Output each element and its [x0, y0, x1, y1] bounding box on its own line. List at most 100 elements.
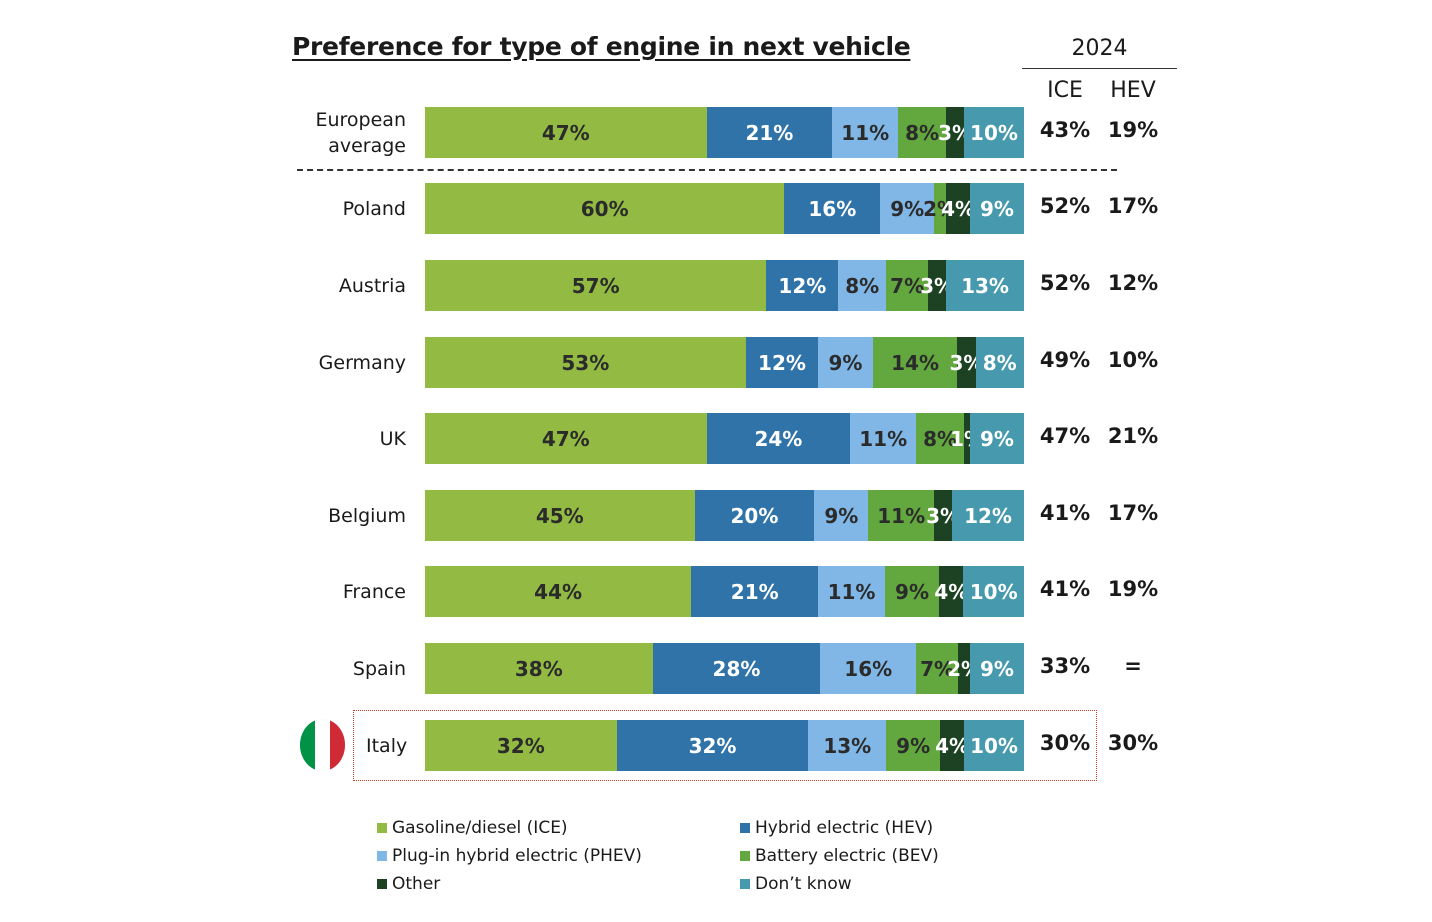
ice-2024-value: 52%	[1039, 194, 1091, 218]
bar-segment-hybrid-electric-hev: 32%	[616, 720, 809, 771]
bar-segment-battery-electric-bev: 8%	[916, 413, 965, 464]
data-label: 12%	[758, 350, 806, 375]
stacked-bar-belgium: 45% 20% 9% 11% 3% 12%	[425, 490, 1024, 541]
category-label-european-average: European average	[290, 107, 406, 159]
category-label-spain: Spain	[290, 656, 406, 682]
ice-2024-value: 41%	[1039, 501, 1091, 525]
bar-segment-hybrid-electric-hev: 24%	[706, 413, 851, 464]
legend-item-plug-in-hybrid-electric-phev: Plug-in hybrid electric (PHEV)	[377, 846, 642, 866]
data-label: 13%	[823, 733, 872, 758]
hev-2024-value: 17%	[1107, 501, 1159, 525]
chart-title: Preference for type of engine in next ve…	[292, 32, 911, 61]
data-label: 9%	[980, 656, 1014, 681]
data-label: 10%	[969, 579, 1018, 604]
bar-segment-don-t-know: 12%	[952, 490, 1024, 541]
data-label: 11%	[827, 579, 876, 604]
data-label: 9%	[896, 733, 931, 758]
data-label: 7%	[920, 656, 955, 681]
legend-item-don-t-know: Don’t know	[740, 874, 852, 894]
data-label: 11%	[877, 503, 926, 528]
bar-segment-plug-in-hybrid-electric-phev: 9%	[818, 337, 873, 388]
hev-2024-value: 10%	[1107, 348, 1159, 372]
data-label: 47%	[541, 120, 590, 145]
bar-segment-battery-electric-bev: 7%	[916, 643, 959, 694]
bar-segment-plug-in-hybrid-electric-phev: 11%	[818, 566, 885, 617]
category-label-line: Austria	[338, 274, 406, 297]
bar-segment-hybrid-electric-hev: 16%	[784, 183, 881, 234]
bar-segment-plug-in-hybrid-electric-phev: 9%	[814, 490, 869, 541]
category-label-austria: Austria	[290, 273, 406, 299]
bar-segment-plug-in-hybrid-electric-phev: 8%	[838, 260, 887, 311]
ice-column-header: ICE	[1047, 78, 1083, 103]
category-label-uk: UK	[290, 426, 406, 452]
ice-2024-value: 41%	[1039, 577, 1091, 601]
data-label: 7%	[890, 273, 925, 298]
stacked-bar-france: 44% 21% 11% 9% 4% 10%	[425, 566, 1024, 617]
legend-label: Hybrid electric (HEV)	[755, 818, 934, 838]
bar-segment-other: 3%	[926, 490, 960, 541]
bar-segment-battery-electric-bev: 9%	[886, 720, 941, 771]
stacked-bar-germany: 53% 12% 9% 14% 3% 8%	[425, 337, 1024, 388]
data-label: 10%	[970, 733, 1018, 758]
bar-segment-battery-electric-bev: 8%	[898, 107, 947, 158]
legend-item-gasoline-diesel-ice: Gasoline/diesel (ICE)	[377, 818, 568, 838]
data-label: 8%	[905, 120, 940, 145]
data-label: 16%	[844, 656, 893, 681]
bar-segment-plug-in-hybrid-electric-phev: 9%	[880, 183, 935, 234]
data-label: 47%	[541, 426, 590, 451]
data-label: 32%	[688, 733, 737, 758]
category-label-line: UK	[379, 427, 406, 450]
bar-segment-don-t-know: 10%	[963, 566, 1024, 617]
category-label-line: Spain	[352, 657, 406, 680]
bar-segment-gasoline-diesel-ice: 53%	[425, 337, 746, 388]
data-label: 10%	[970, 120, 1018, 145]
stacked-bar-spain: 38% 28% 16% 7% 2% 9%	[425, 643, 1024, 694]
bar-segment-plug-in-hybrid-electric-phev: 11%	[832, 107, 899, 158]
data-label: 28%	[712, 656, 761, 681]
stacked-bar-austria: 57% 12% 8% 7% 3% 13%	[425, 260, 1024, 311]
data-label: 14%	[891, 350, 939, 375]
data-label: 11%	[859, 426, 908, 451]
bar-segment-gasoline-diesel-ice: 47%	[425, 107, 707, 158]
data-label: 12%	[778, 273, 827, 298]
data-label: 9%	[895, 579, 930, 604]
data-label: 16%	[808, 196, 857, 221]
bar-segment-don-t-know: 9%	[970, 413, 1024, 464]
data-label: 45%	[535, 503, 584, 528]
hev-2024-value: 17%	[1107, 194, 1159, 218]
legend-swatch	[377, 879, 387, 889]
stacked-bar-poland: 60% 16% 9% 2% 4% 9%	[425, 183, 1024, 234]
bar-segment-gasoline-diesel-ice: 57%	[425, 260, 767, 311]
category-label-italy: Italy	[354, 733, 407, 759]
legend-swatch	[377, 851, 387, 861]
bar-segment-other: 3%	[938, 107, 972, 158]
bar-segment-other: 4%	[935, 720, 969, 771]
data-label: 4%	[934, 579, 969, 604]
data-label: 12%	[964, 503, 1012, 528]
bar-segment-gasoline-diesel-ice: 32%	[425, 720, 617, 771]
hev-2024-value: 19%	[1107, 118, 1159, 142]
data-label: 60%	[580, 196, 629, 221]
ice-2024-value: 47%	[1039, 424, 1091, 448]
legend-item-other: Other	[377, 874, 440, 894]
bar-segment-hybrid-electric-hev: 28%	[652, 643, 821, 694]
bar-segment-hybrid-electric-hev: 12%	[766, 260, 839, 311]
hev-2024-value: 12%	[1107, 271, 1159, 295]
category-label-line: Belgium	[328, 504, 406, 527]
stacked-bar-european-average: 47% 21% 11% 8% 3% 10%	[425, 107, 1024, 158]
data-label: 4%	[941, 196, 976, 221]
legend-item-hybrid-electric-hev: Hybrid electric (HEV)	[740, 818, 933, 838]
stacked-bar-italy: 32% 32% 13% 9% 4% 10%	[425, 720, 1024, 771]
bar-segment-hybrid-electric-hev: 21%	[706, 107, 833, 158]
bar-segment-other: 3%	[920, 260, 954, 311]
flag-stripe-green	[300, 719, 315, 771]
data-label: 20%	[730, 503, 779, 528]
legend-swatch	[377, 823, 387, 833]
bar-segment-don-t-know: 10%	[964, 107, 1024, 158]
data-label: 9%	[890, 196, 925, 221]
bar-segment-other: 3%	[950, 337, 983, 388]
legend-swatch	[740, 851, 750, 861]
data-label: 38%	[514, 656, 563, 681]
legend-label: Plug-in hybrid electric (PHEV)	[392, 846, 642, 866]
data-label: 44%	[534, 579, 583, 604]
